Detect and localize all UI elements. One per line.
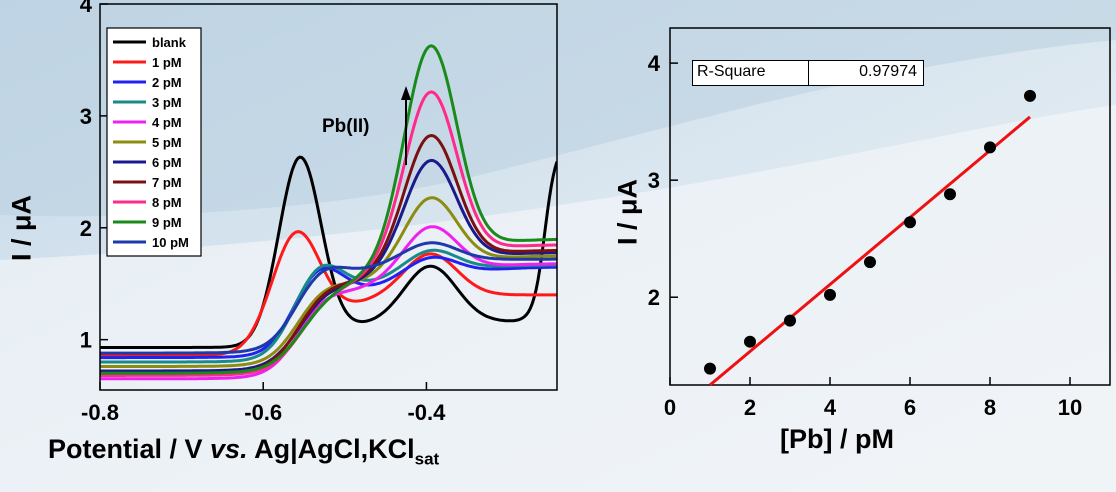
legend-label: 7 pM bbox=[152, 175, 182, 190]
legend-label: 4 pM bbox=[152, 115, 182, 130]
data-point bbox=[784, 314, 796, 327]
right-x-tick-label: 10 bbox=[1058, 395, 1082, 420]
right-x-axis-label: [Pb] / pM bbox=[780, 424, 894, 454]
data-point bbox=[704, 362, 716, 375]
legend-label: 9 pM bbox=[152, 215, 182, 230]
pb-annotation: Pb(II) bbox=[322, 116, 370, 137]
data-point bbox=[944, 188, 956, 201]
legend-label: 5 pM bbox=[152, 135, 182, 150]
data-point bbox=[744, 335, 756, 348]
series-line-6-pM bbox=[100, 158, 557, 373]
series-line-9-pM bbox=[100, 44, 557, 375]
legend-label: blank bbox=[152, 35, 187, 50]
voltammogram-curves bbox=[100, 44, 557, 381]
right-x-tick-label: 4 bbox=[824, 395, 837, 420]
left-plot-frame bbox=[99, 3, 558, 391]
data-point bbox=[864, 256, 876, 269]
left-x-tick-label: -0.8 bbox=[81, 400, 119, 425]
left-x-tick-label: -0.4 bbox=[407, 400, 446, 425]
left-y-tick-label: 1 bbox=[80, 328, 92, 353]
legend-label: 2 pM bbox=[152, 75, 182, 90]
left-y-tick-label: 2 bbox=[80, 216, 92, 241]
right-x-tick-label: 6 bbox=[904, 395, 916, 420]
fit-line bbox=[709, 115, 1031, 387]
right-x-tick-label: 2 bbox=[744, 395, 756, 420]
left-y-tick-label: 3 bbox=[80, 104, 92, 129]
right-y-tick-label: 4 bbox=[648, 51, 661, 76]
left-x-axis-label: Potential / V vs. Ag|AgCl,KClsat bbox=[48, 434, 440, 469]
left-y-tick-label: 4 bbox=[80, 0, 93, 17]
series-line-5-pM bbox=[100, 196, 557, 368]
r-square-label: R-Square bbox=[693, 61, 809, 85]
series-line-10-pM bbox=[100, 241, 557, 355]
data-point bbox=[1024, 89, 1036, 102]
data-point bbox=[984, 141, 996, 154]
legend-label: 6 pM bbox=[152, 155, 182, 170]
right-y-tick-label: 3 bbox=[648, 168, 660, 193]
right-y-tick-label: 2 bbox=[648, 285, 660, 310]
legend: blank 1 pM 2 pM 3 pM 4 pM 5 pM 6 pM 7 pM 8 pM 9 p… bbox=[106, 27, 202, 257]
data-point bbox=[824, 288, 836, 301]
left-y-axis-label: I / μA bbox=[6, 194, 37, 262]
series-line-3-pM bbox=[100, 248, 557, 364]
right-x-tick-label: 8 bbox=[984, 395, 996, 420]
legend-label: 8 pM bbox=[152, 195, 182, 210]
arrow-up-icon bbox=[401, 86, 411, 165]
right-plot-frame bbox=[669, 27, 1111, 386]
right-y-axis-label: I / μA bbox=[612, 178, 643, 246]
legend-label: 3 pM bbox=[152, 95, 182, 110]
series-line-1-pM bbox=[100, 230, 557, 357]
series-line-blank bbox=[100, 155, 557, 349]
data-point bbox=[904, 216, 916, 229]
r-square-table: R-Square 0.97974 bbox=[692, 60, 924, 86]
r-square-value: 0.97974 bbox=[859, 63, 917, 80]
left-x-tick-label: -0.6 bbox=[244, 400, 282, 425]
legend-label: 10 pM bbox=[152, 235, 189, 250]
right-x-tick-label: 0 bbox=[664, 395, 676, 420]
legend-label: 1 pM bbox=[152, 55, 182, 70]
